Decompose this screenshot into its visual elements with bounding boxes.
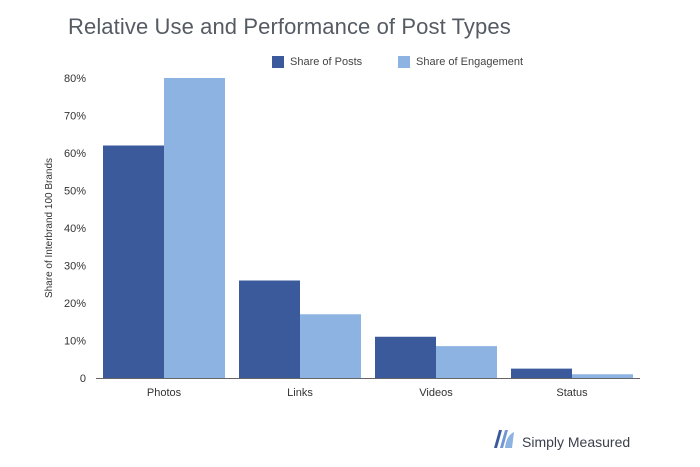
y-tick-label: 0 — [80, 373, 86, 385]
y-tick-label: 10% — [64, 336, 86, 348]
x-tick-label-status: Status — [556, 387, 588, 399]
y-tick-label: 80% — [64, 73, 86, 85]
brand-name: Simply Measured — [522, 433, 631, 450]
legend-swatch-share-of-posts — [272, 56, 284, 68]
legend-label-share-of-posts: Share of Posts — [290, 56, 363, 68]
legend-label-share-of-engagement: Share of Engagement — [416, 56, 524, 68]
y-tick-label: 40% — [64, 223, 86, 235]
chart-title: Relative Use and Performance of Post Typ… — [68, 14, 511, 39]
legend-item-share-of-posts: Share of Posts — [272, 56, 362, 68]
bar-links-engagement — [300, 314, 361, 378]
bar-photos-posts — [103, 145, 164, 378]
x-tick-label-links: Links — [287, 387, 313, 399]
legend-swatch-share-of-engagement — [398, 56, 410, 68]
bar-photos-engagement — [164, 78, 225, 378]
bar-videos-posts — [375, 336, 436, 378]
y-tick-label: 30% — [64, 261, 86, 273]
legend-item-share-of-engagement: Share of Engagement — [398, 56, 523, 68]
bar-links-posts — [239, 280, 300, 378]
y-axis-label: Share of Interbrand 100 Brands — [44, 158, 55, 298]
bar-status-posts — [511, 368, 572, 378]
brand-logo: Simply Measured — [492, 428, 630, 455]
x-tick-label-videos: Videos — [419, 387, 453, 399]
x-axis-ticks: Photos Links Videos Status — [147, 387, 588, 399]
bars-group — [103, 78, 633, 378]
y-tick-label: 70% — [64, 111, 86, 123]
simply-measured-logo-icon — [492, 428, 516, 455]
x-tick-label-photos: Photos — [147, 387, 182, 399]
bar-status-engagement — [572, 374, 633, 378]
y-tick-label: 50% — [64, 186, 86, 198]
y-axis-ticks: 0 10% 20% 30% 40% 50% 60% 70% 80% — [64, 73, 86, 385]
y-tick-label: 60% — [64, 148, 86, 160]
y-tick-label: 20% — [64, 298, 86, 310]
bar-videos-engagement — [436, 346, 497, 378]
